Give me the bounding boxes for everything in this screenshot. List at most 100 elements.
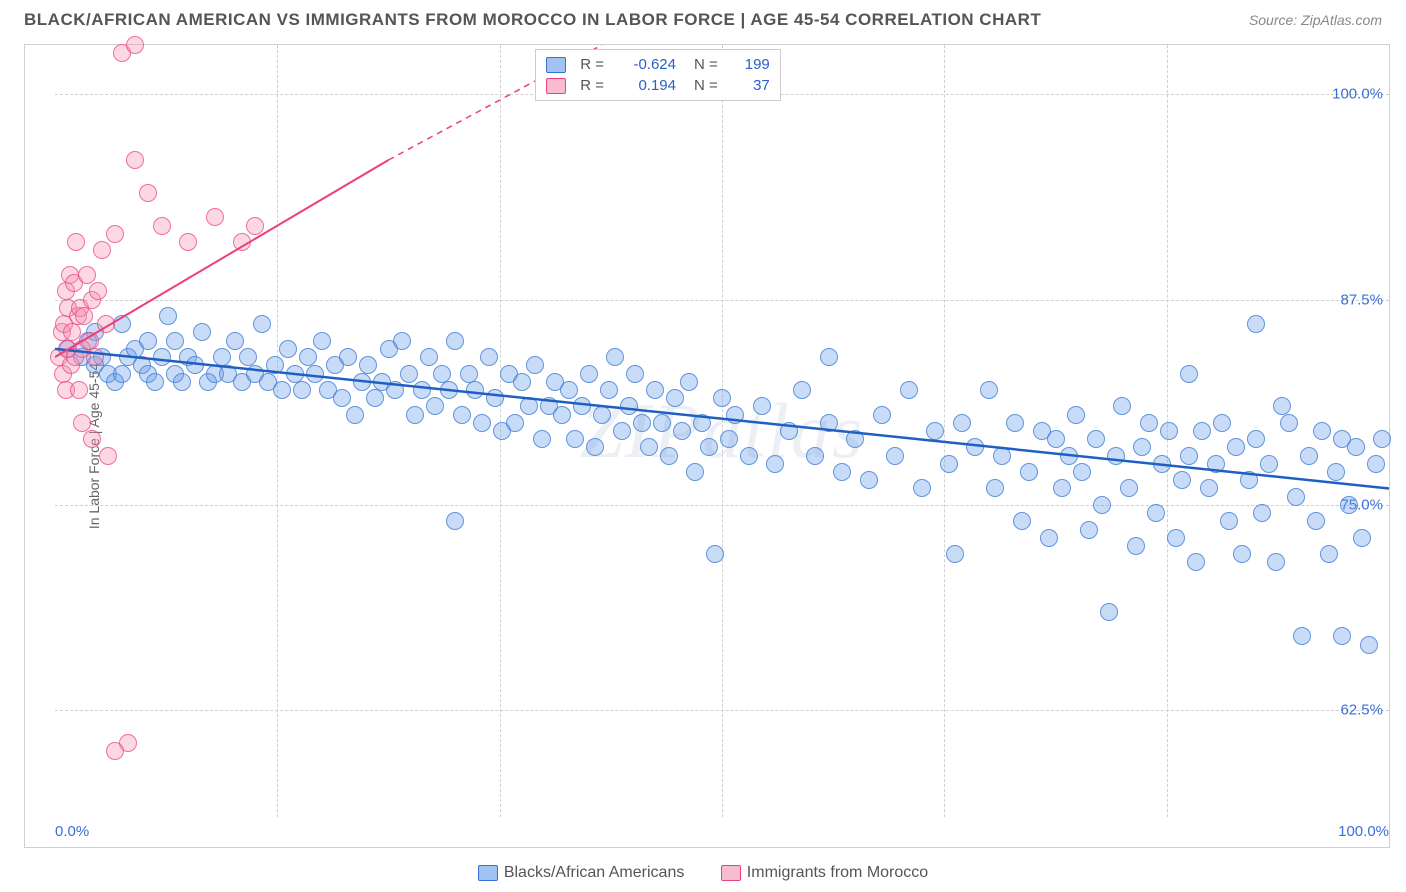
scatter-point [1127,537,1145,555]
scatter-point [953,414,971,432]
scatter-point [1280,414,1298,432]
scatter-point [766,455,784,473]
scatter-point [640,438,658,456]
scatter-point [113,315,131,333]
scatter-point [113,365,131,383]
r-value: -0.624 [612,56,676,73]
legend-swatch-pink [721,865,741,881]
scatter-point [686,463,704,481]
y-tick-label: 62.5% [1340,702,1383,719]
scatter-point [1180,365,1198,383]
scatter-point [186,356,204,374]
scatter-point [793,381,811,399]
scatter-point [73,414,91,432]
scatter-point [653,414,671,432]
scatter-point [680,373,698,391]
scatter-point [226,332,244,350]
plot-area: ZIPatlas R = -0.624 N = 199 R = 0.194 N … [55,45,1389,817]
scatter-point [1187,553,1205,571]
scatter-point [486,389,504,407]
scatter-point [940,455,958,473]
scatter-point [1153,455,1171,473]
scatter-point [1013,512,1031,530]
scatter-point [560,381,578,399]
scatter-point [86,348,104,366]
scatter-point [1093,496,1111,514]
scatter-point [740,447,758,465]
scatter-point [106,225,124,243]
scatter-point [420,348,438,366]
scatter-point [83,430,101,448]
scatter-point [139,184,157,202]
scatter-point [946,545,964,563]
scatter-point [506,414,524,432]
scatter-point [900,381,918,399]
scatter-point [986,479,1004,497]
scatter-point [706,545,724,563]
scatter-point [97,315,115,333]
scatter-point [1227,438,1245,456]
gridline-vertical [944,45,945,817]
scatter-point [1180,447,1198,465]
scatter-point [63,323,81,341]
scatter-point [980,381,998,399]
scatter-point [213,348,231,366]
scatter-point [173,373,191,391]
scatter-point [966,438,984,456]
scatter-point [279,340,297,358]
scatter-point [913,479,931,497]
scatter-point [1113,397,1131,415]
scatter-point [339,348,357,366]
scatter-point [586,438,604,456]
scatter-point [520,397,538,415]
scatter-point [253,315,271,333]
scatter-point [1100,603,1118,621]
x-tick-label: 0.0% [55,823,89,840]
scatter-point [726,406,744,424]
scatter-point [1073,463,1091,481]
scatter-point [1293,627,1311,645]
scatter-point [89,282,107,300]
scatter-point [666,389,684,407]
scatter-point [1247,430,1265,448]
scatter-point [359,356,377,374]
scatter-point [299,348,317,366]
scatter-point [580,365,598,383]
scatter-point [526,356,544,374]
scatter-point [246,217,264,235]
scatter-point [886,447,904,465]
legend-stats-row: R = 0.194 N = 37 [546,75,770,96]
scatter-point [1313,422,1331,440]
legend-label: Immigrants from Morocco [747,864,928,882]
scatter-point [81,332,99,350]
scatter-point [1020,463,1038,481]
scatter-point [1240,471,1258,489]
legend-label: Blacks/African Americans [504,864,685,882]
scatter-point [206,208,224,226]
scatter-point [75,307,93,325]
scatter-point [400,365,418,383]
scatter-point [353,373,371,391]
scatter-point [1200,479,1218,497]
scatter-point [1260,455,1278,473]
scatter-point [273,381,291,399]
scatter-point [513,373,531,391]
legend-stats-box: R = -0.624 N = 199 R = 0.194 N = 37 [535,49,781,101]
scatter-point [166,332,184,350]
x-axis: 0.0%100.0% [55,817,1389,847]
scatter-point [693,414,711,432]
scatter-point [480,348,498,366]
scatter-point [159,307,177,325]
scatter-point [613,422,631,440]
scatter-point [1307,512,1325,530]
scatter-point [293,381,311,399]
scatter-point [1340,496,1358,514]
legend-item-pink: Immigrants from Morocco [721,864,928,882]
chart-title: BLACK/AFRICAN AMERICAN VS IMMIGRANTS FRO… [24,10,1041,30]
scatter-point [440,381,458,399]
scatter-point [1120,479,1138,497]
scatter-point [466,381,484,399]
scatter-point [1333,627,1351,645]
scatter-point [153,348,171,366]
scatter-point [413,381,431,399]
